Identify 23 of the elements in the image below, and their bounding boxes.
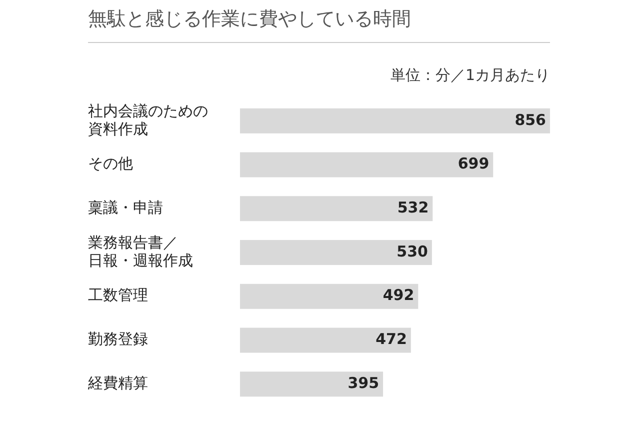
data-label: 395 (348, 374, 380, 392)
y-tick-label: 稟議・申請 (88, 198, 163, 217)
y-tick-label: 社内会議のための資料作成 (88, 102, 208, 138)
data-label: 472 (376, 330, 407, 348)
data-label: 492 (382, 286, 414, 304)
bar (240, 196, 433, 222)
chart-title: 無駄と感じる作業に費やしている時間 (88, 6, 550, 43)
bar (240, 240, 432, 265)
data-label: 699 (458, 154, 490, 173)
y-tick-label: 経費精算 (87, 374, 148, 392)
bar (240, 152, 494, 178)
bar (240, 284, 418, 309)
y-tick-label: 業務報告書／日報・週報作成 (88, 233, 193, 270)
y-tick-label: その他 (88, 154, 133, 173)
y-tick-label: 工数管理 (88, 286, 148, 304)
data-label: 530 (396, 242, 428, 260)
data-label: 856 (514, 110, 546, 129)
y-tick-label: 勤務登録 (88, 330, 148, 348)
bar (240, 328, 411, 353)
chart-subtitle: 単位：分／1カ月あたり (390, 66, 550, 85)
bar (240, 372, 384, 397)
data-label: 532 (397, 198, 429, 217)
bar (240, 108, 550, 134)
